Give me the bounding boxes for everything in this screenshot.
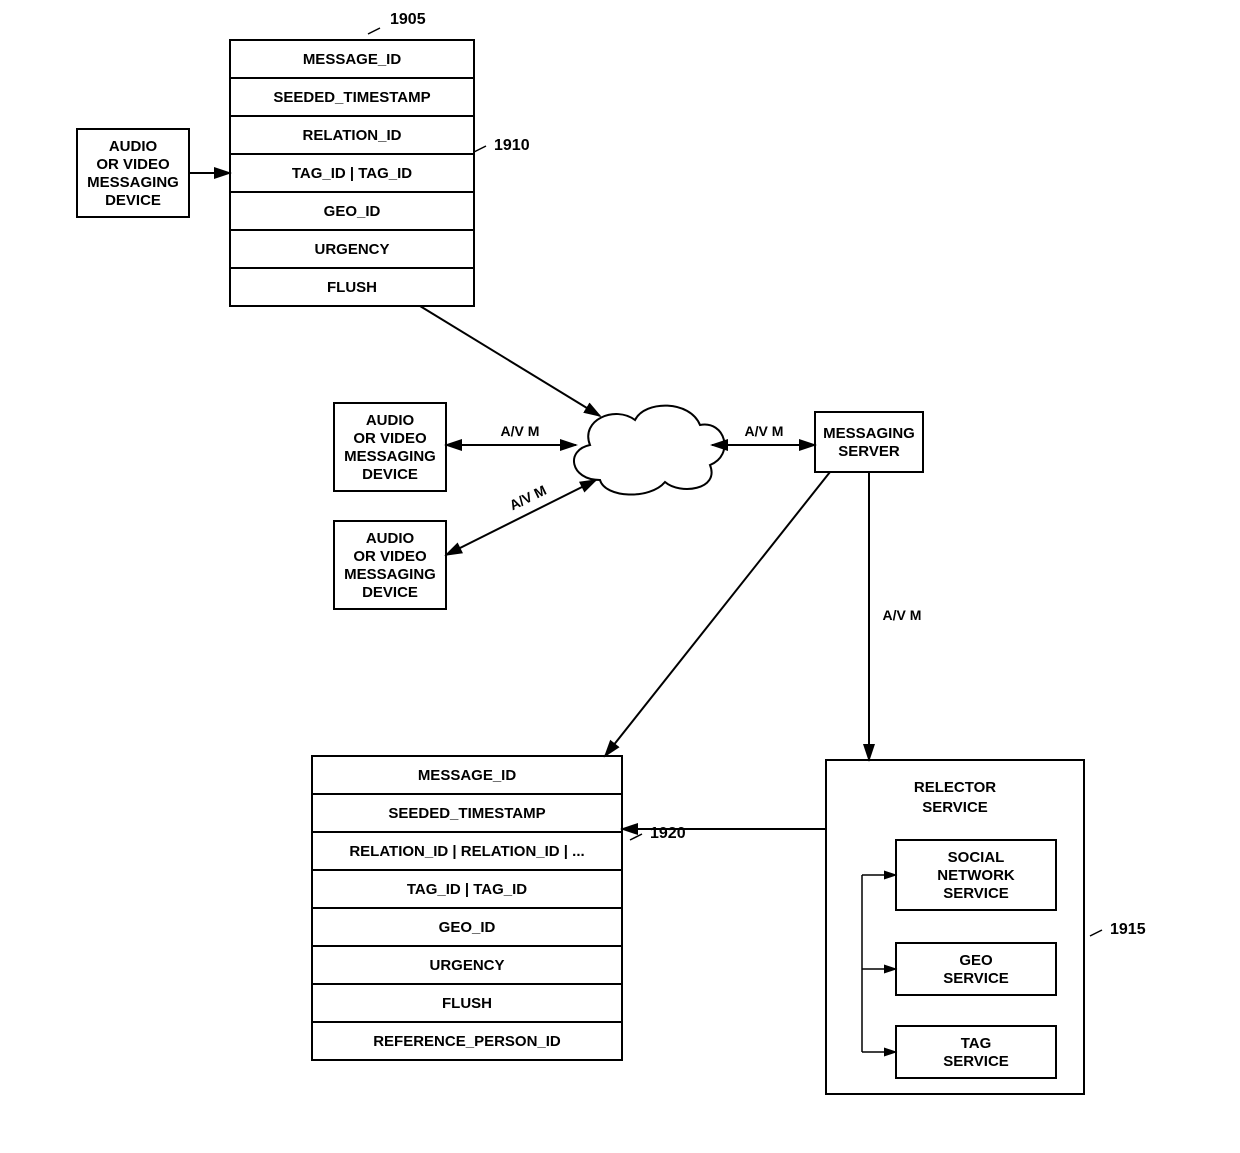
av-device-3-label: AUDIO: [366, 530, 415, 547]
social-network-service-label: SOCIAL: [948, 849, 1005, 866]
message-table-1-cell: SEEDED_TIMESTAMP: [273, 89, 430, 106]
message-table-2-cell: REFERENCE_PERSON_ID: [373, 1033, 561, 1050]
av-device-3-label: MESSAGING: [344, 566, 436, 583]
av-device-2-label: AUDIO: [366, 412, 415, 429]
message-table-2-cell: GEO_ID: [439, 919, 496, 936]
ref-r1910-tick: [474, 146, 486, 152]
message-table-1-cell: TAG_ID | TAG_ID: [292, 165, 412, 182]
av-device-1-label: OR VIDEO: [96, 156, 170, 173]
message-table-1-cell: RELATION_ID: [303, 127, 402, 144]
message-table-1-cell: FLUSH: [327, 279, 377, 296]
ref-r1920: 1920: [650, 825, 686, 842]
ref-r1920-tick: [630, 834, 642, 840]
message-table-1-cell: URGENCY: [314, 241, 389, 258]
ref-r1905: 1905: [390, 11, 426, 28]
geo-service-label: SERVICE: [943, 970, 1009, 987]
av-device-1-label: MESSAGING: [87, 174, 179, 191]
ref-r1905-tick: [368, 28, 380, 34]
tag-service-label: TAG: [961, 1035, 992, 1052]
av-device-2-label: MESSAGING: [344, 448, 436, 465]
ref-r1910: 1910: [494, 137, 530, 154]
edge-cloud_to_dev2-label: A/V M: [501, 423, 540, 439]
cloud-icon: [574, 406, 724, 495]
message-table-1-cell: GEO_ID: [324, 203, 381, 220]
social-network-service-label: NETWORK: [937, 867, 1015, 884]
message-table-2-cell: URGENCY: [429, 957, 504, 974]
edge-cloud_to_srv-label: A/V M: [745, 423, 784, 439]
message-table-2-cell: RELATION_ID | RELATION_ID | ...: [349, 843, 584, 860]
message-table-2-cell: MESSAGE_ID: [418, 767, 517, 784]
message-table-2-cell: SEEDED_TIMESTAMP: [388, 805, 545, 822]
messaging-server-label: MESSAGING: [823, 425, 915, 442]
edge-t1_to_cloud: [420, 306, 600, 416]
ref-r1915: 1915: [1110, 921, 1146, 938]
message-table-1-cell: MESSAGE_ID: [303, 51, 402, 68]
edge-cloud_to_dev3-label: A/V M: [507, 482, 549, 513]
geo-service-label: GEO: [959, 952, 993, 969]
edge-srv_to_t2: [605, 472, 830, 756]
tag-service-label: SERVICE: [943, 1053, 1009, 1070]
av-device-3-label: OR VIDEO: [353, 548, 427, 565]
av-device-2-label: OR VIDEO: [353, 430, 427, 447]
reflector-service-title: RELECTOR: [914, 779, 996, 796]
message-table-2-cell: TAG_ID | TAG_ID: [407, 881, 527, 898]
messaging-server-label: SERVER: [838, 443, 900, 460]
edge-srv_to_refl-label: A/V M: [883, 607, 922, 623]
av-device-1-label: AUDIO: [109, 138, 158, 155]
av-device-1-label: DEVICE: [105, 192, 161, 209]
av-device-3-label: DEVICE: [362, 584, 418, 601]
av-device-2-label: DEVICE: [362, 466, 418, 483]
message-table-2-cell: FLUSH: [442, 995, 492, 1012]
reflector-service-title: SERVICE: [922, 799, 988, 816]
social-network-service-label: SERVICE: [943, 885, 1009, 902]
ref-r1915-tick: [1090, 930, 1102, 936]
